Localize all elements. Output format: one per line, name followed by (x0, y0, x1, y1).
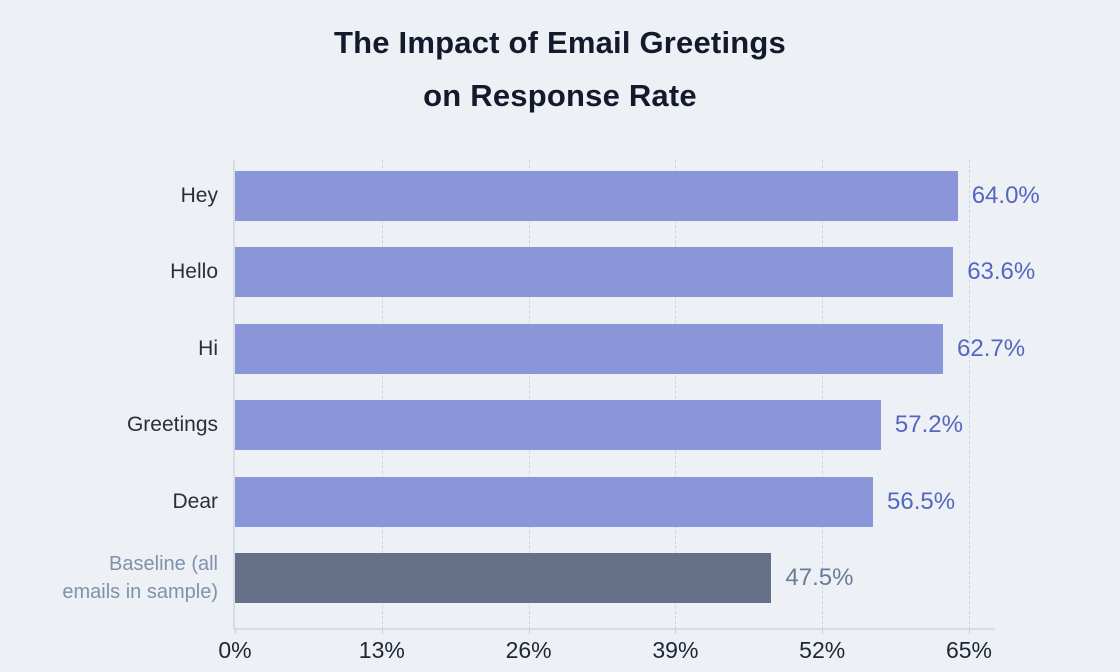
bar (235, 323, 944, 374)
x-tick-label: 26% (505, 637, 552, 663)
bar (235, 247, 954, 298)
value-label: 63.6% (967, 258, 1036, 286)
gridline (675, 160, 677, 634)
category-label: Dear (172, 489, 218, 513)
plot-area: Hey 64.0% Hello 63.6% Hi 62.7% Greetings 57.2% D… (62, 160, 1040, 663)
x-tick-label: 0% (218, 637, 252, 663)
x-tick-label: 39% (652, 637, 699, 663)
chart-title-line-1: The Impact of Email Greetings (334, 25, 786, 60)
x-tick-mark (528, 628, 530, 634)
gridline (381, 160, 383, 634)
x-tick-mark (235, 628, 236, 634)
bar-row: Hey 64.0% (181, 171, 1040, 221)
gridline (969, 160, 970, 634)
gridline (528, 160, 530, 634)
chart-title: The Impact of Email Greetings on Respons… (0, 16, 1120, 122)
bar-row: Greetings 57.2% (127, 400, 995, 451)
category-label: Baseline (all emails in sample) (62, 553, 218, 603)
bar-row: Dear 56.5% (172, 476, 995, 527)
bar (235, 476, 873, 527)
bar (235, 553, 772, 603)
x-tick-label: 65% (945, 637, 993, 663)
x-tick-mark (675, 628, 677, 634)
value-label: 64.0% (971, 182, 1040, 209)
value-label: 57.2% (894, 411, 963, 439)
value-label: 62.7% (957, 334, 1026, 362)
x-tick-mark (822, 628, 824, 634)
x-tick-label: 13% (358, 637, 405, 663)
value-label: 56.5% (887, 487, 956, 515)
gridline (822, 160, 824, 634)
chart-title-line-2: on Response Rate (423, 78, 697, 113)
bar (235, 400, 881, 451)
x-tick-mark (381, 628, 383, 634)
category-label: Hello (170, 260, 218, 284)
x-tick-mark (969, 628, 970, 634)
bar-row: Hi 62.7% (198, 323, 1025, 374)
bar-row: Hello 63.6% (170, 247, 1035, 298)
bar-row: Baseline (all emails in sample) 47.5% (62, 553, 995, 603)
category-label: Greetings (126, 413, 218, 437)
x-tick-label: 52% (799, 637, 846, 663)
category-label: Hey (180, 184, 218, 207)
bar (235, 171, 958, 221)
category-label: Hi (198, 336, 218, 360)
value-label: 47.5% (785, 564, 854, 591)
